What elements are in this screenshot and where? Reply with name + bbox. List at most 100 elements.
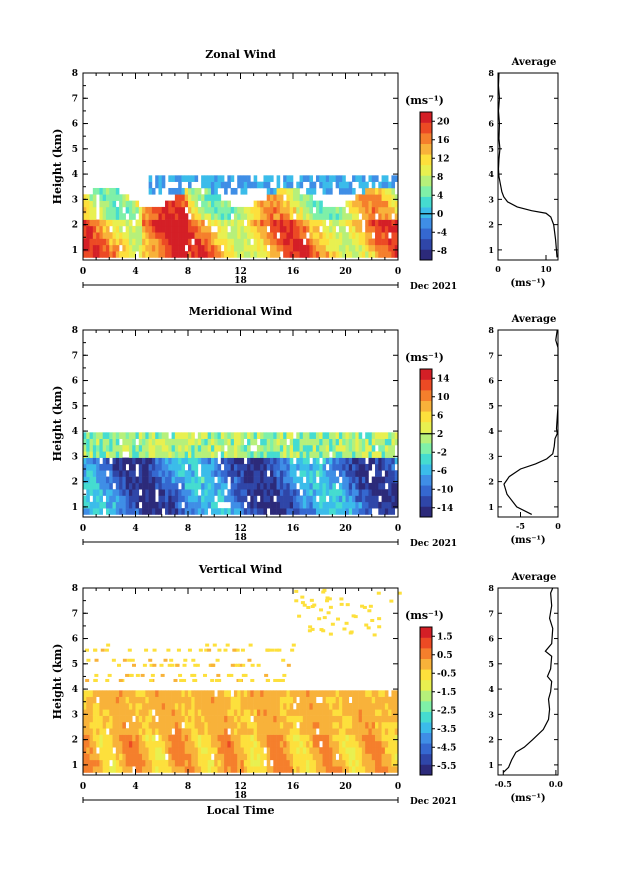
heatmap-cell — [109, 696, 113, 704]
heatmap-cell — [191, 658, 196, 662]
heatmap-cell — [184, 175, 189, 182]
colorbar-tick-label: 10 — [437, 393, 450, 403]
heatmap-cell — [197, 225, 202, 233]
heatmap-cell — [194, 251, 199, 258]
heatmap-cell — [83, 194, 87, 201]
y-tick-label: 3 — [72, 452, 78, 462]
heatmap-cell — [378, 200, 382, 208]
heatmap-cell — [375, 432, 379, 439]
heatmap-cell — [352, 709, 356, 716]
heatmap-cell — [214, 451, 218, 458]
heatmap-cell — [266, 175, 271, 182]
heatmap-cell — [128, 702, 133, 710]
heatmap-cell — [315, 432, 320, 439]
heatmap-cell — [194, 187, 199, 195]
heatmap-cell — [115, 482, 120, 490]
heatmap-cell — [342, 766, 346, 773]
heatmap-cell — [119, 728, 123, 735]
heatmap-cell — [240, 753, 245, 761]
heatmap-cell — [148, 438, 153, 446]
heatmap-cell — [99, 476, 103, 484]
heatmap-cell — [279, 482, 284, 490]
heatmap-cell — [237, 759, 241, 767]
heatmap-cell — [237, 232, 241, 239]
heatmap-cell — [178, 489, 182, 496]
heatmap-cell — [391, 194, 396, 201]
heatmap-cell — [270, 232, 274, 239]
heatmap-cell — [276, 457, 281, 465]
heatmap-cell — [86, 438, 90, 446]
heatmap-cell — [155, 508, 159, 515]
heatmap-cell — [381, 766, 386, 773]
heatmap-cell — [171, 715, 176, 723]
heatmap-cell — [270, 740, 274, 748]
heatmap-cell — [92, 476, 97, 484]
heatmap-cell — [279, 690, 284, 697]
heatmap-cell — [128, 444, 133, 452]
heatmap-cell — [145, 244, 149, 252]
heatmap-cell — [312, 187, 317, 195]
heatmap-cell — [394, 219, 399, 227]
colorbar-tick-label: -14 — [437, 504, 453, 514]
heatmap-cell — [368, 219, 373, 227]
heatmap-cell — [224, 753, 228, 761]
heatmap-cell — [388, 187, 392, 195]
heatmap-cell — [155, 451, 159, 458]
heatmap-cell — [96, 715, 100, 723]
heatmap-cell — [171, 759, 176, 767]
heatmap-cell — [220, 238, 225, 246]
heatmap-cell — [122, 463, 126, 471]
heatmap-cell — [388, 495, 392, 503]
heatmap-cell — [99, 482, 103, 490]
heatmap-cell — [151, 728, 156, 735]
heatmap-cell — [299, 501, 304, 509]
heatmap-cell — [142, 463, 146, 471]
heatmap-cell — [325, 489, 330, 496]
heatmap-cell — [132, 200, 136, 208]
heatmap-cell — [142, 476, 146, 484]
heatmap-cell — [253, 715, 258, 723]
heatmap-cell — [338, 501, 343, 509]
heatmap-cell — [365, 501, 369, 509]
heatmap-cell — [112, 709, 117, 716]
heatmap-cell — [230, 489, 235, 496]
x-tick-label: 4 — [132, 782, 138, 792]
heatmap-cell — [279, 238, 284, 246]
heatmap-cell — [281, 658, 286, 662]
heatmap-cell — [165, 476, 169, 484]
heatmap-cell — [329, 476, 333, 484]
heatmap-cell — [220, 702, 225, 710]
heatmap-cell — [128, 251, 133, 258]
heatmap-cell — [243, 463, 248, 471]
heatmap-cell — [204, 495, 208, 503]
heatmap-cell — [178, 673, 183, 677]
heatmap-cell — [276, 187, 281, 195]
heatmap-cell — [309, 501, 313, 509]
heatmap-cell — [352, 489, 356, 496]
heatmap-cell — [144, 648, 149, 652]
heatmap-cell — [371, 444, 376, 452]
heatmap-cell — [178, 457, 182, 465]
heatmap-cell — [217, 728, 222, 735]
heatmap-cell — [312, 470, 317, 477]
heatmap-cell — [214, 734, 218, 742]
heatmap-cell — [309, 476, 313, 484]
heatmap-cell — [197, 482, 202, 490]
heatmap-cell — [279, 702, 284, 710]
heatmap-cell — [135, 696, 140, 704]
heatmap-cell — [89, 225, 94, 233]
heatmap-cell — [381, 181, 386, 189]
heatmap-cell — [279, 194, 284, 201]
heatmap-cell — [266, 696, 271, 704]
heatmap-cell — [165, 501, 169, 509]
heatmap-cell — [151, 501, 156, 509]
heatmap-cell — [345, 702, 350, 710]
heatmap-cell — [145, 721, 149, 729]
heatmap-cell — [312, 508, 317, 515]
heatmap-cell — [358, 238, 363, 246]
heatmap-cell — [283, 482, 287, 490]
heatmap-cell — [394, 489, 399, 496]
heatmap-cell — [243, 734, 248, 742]
heatmap-cell — [92, 759, 97, 767]
heatmap-cell — [99, 463, 103, 471]
